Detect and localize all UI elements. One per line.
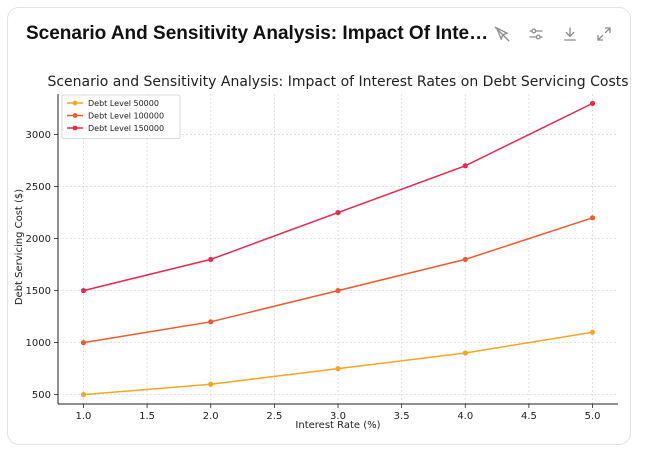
legend-box (61, 94, 181, 139)
axes: 1.0 1.5 2.0 2.5 3.0 3.5 4.0 4.5 5.0 500 1000 1500 20… (26, 94, 618, 422)
x-tick-label: 3.0 (330, 411, 346, 422)
legend-marker (72, 100, 78, 106)
data-point (462, 350, 468, 356)
toolbar (490, 22, 616, 46)
data-point (589, 100, 596, 106)
y-tick-label: 2000 (26, 234, 51, 245)
legend-marker (72, 113, 78, 118)
data-point (208, 319, 214, 325)
pointer-off-button[interactable] (490, 22, 514, 46)
chart-card: Scenario And Sensitivity Analysis: Impac… (7, 7, 631, 445)
y-axis-title: Debt Servicing Cost ($) (14, 189, 25, 305)
legend-label: Debt Level 50000 (88, 99, 159, 108)
expand-button[interactable] (592, 22, 616, 46)
y-tick-label: 1000 (26, 338, 51, 349)
data-point (80, 392, 87, 398)
data-point (80, 340, 87, 346)
data-point (208, 381, 214, 387)
legend-label: Debt Level 100000 (88, 112, 164, 121)
x-tick-label: 2.0 (203, 411, 219, 422)
x-tick-label: 5.0 (585, 411, 601, 422)
data-point (462, 256, 468, 263)
x-axis-title: Interest Rate (%) (295, 420, 380, 431)
grid (58, 94, 618, 404)
y-tick-label: 3000 (26, 130, 51, 141)
settings-button[interactable] (524, 22, 548, 46)
download-icon (564, 27, 576, 41)
x-tick-label: 1.0 (76, 411, 92, 422)
x-tick-label: 2.5 (266, 411, 282, 422)
legend-marker (72, 125, 78, 131)
pointer-off-icon (494, 26, 510, 42)
x-tick-label: 3.5 (394, 411, 410, 422)
data-point (335, 288, 341, 294)
data-point (208, 256, 214, 263)
data-point (589, 215, 596, 221)
data-point (80, 288, 87, 294)
x-tick-label: 1.5 (139, 411, 155, 422)
download-button[interactable] (558, 22, 582, 46)
data-point (589, 329, 596, 335)
sliders-icon (529, 28, 543, 40)
legend-label: Debt Level 150000 (88, 124, 164, 133)
series-layer (80, 100, 596, 398)
legend: Debt Level 50000 Debt Level 100000 Debt Le… (61, 94, 181, 139)
expand-icon (597, 27, 611, 41)
y-tick-label: 1500 (26, 286, 51, 297)
data-point (335, 209, 341, 216)
x-tick-label: 4.5 (521, 411, 537, 422)
card-header: Scenario And Sensitivity Analysis: Impac… (8, 8, 630, 60)
chart-title: Scenario and Sensitivity Analysis: Impac… (47, 74, 628, 90)
y-tick-label: 2500 (26, 182, 51, 193)
y-tick-label: 500 (32, 390, 51, 401)
x-tick-label: 4.0 (457, 411, 473, 422)
data-point (462, 163, 468, 169)
data-point (335, 366, 341, 372)
